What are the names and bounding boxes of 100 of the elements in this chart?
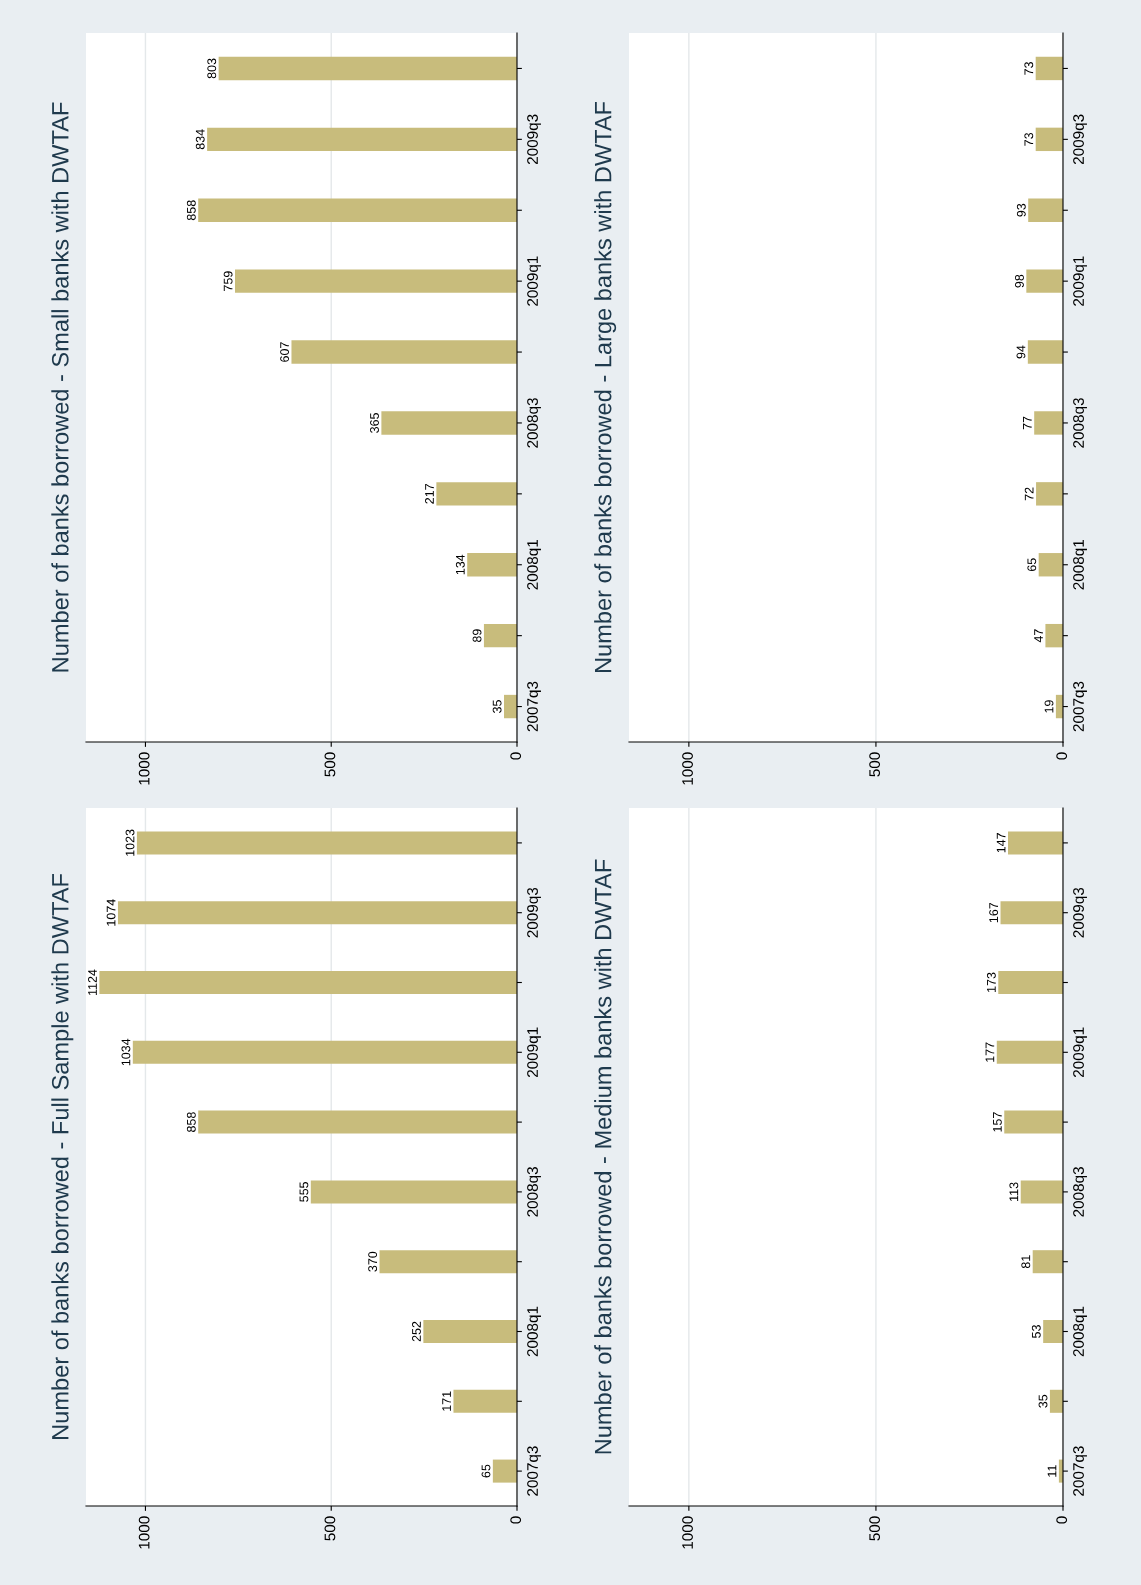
- data-label: 81: [1021, 1255, 1031, 1269]
- y-tick-label: 2008q1: [1073, 1306, 1087, 1357]
- bar: [1004, 1110, 1063, 1134]
- data-label: 803: [207, 58, 217, 79]
- bar: [198, 198, 517, 222]
- y-tick-label: 2009q3: [1073, 114, 1087, 165]
- data-label: 65: [1027, 558, 1037, 572]
- data-label: 11: [1047, 1465, 1057, 1477]
- bar: [998, 970, 1063, 995]
- bar: [453, 1389, 517, 1413]
- data-label: 147: [996, 833, 1006, 853]
- data-label: 157: [993, 1112, 1002, 1132]
- x-tick-label: 1000: [138, 1516, 150, 1549]
- data-label: 1074: [106, 899, 116, 926]
- bar: [381, 411, 517, 435]
- data-label: 19: [1044, 700, 1054, 713]
- data-label: 35: [492, 700, 502, 714]
- bar: [310, 1180, 517, 1204]
- data-label: 173: [986, 972, 996, 992]
- x-tick-label: 500: [869, 1516, 881, 1541]
- data-label: 167: [989, 902, 999, 923]
- x-tick-label: 500: [869, 752, 881, 777]
- y-tick-label: 2009q1: [527, 1027, 541, 1078]
- data-label: 47: [1034, 629, 1043, 643]
- data-label: 35: [1038, 1394, 1048, 1408]
- y-tick-label: 2009q3: [527, 114, 541, 165]
- y-tick-label: 2008q1: [1073, 540, 1087, 590]
- bar: [136, 831, 517, 855]
- y-tick-label: 2009q3: [527, 887, 541, 938]
- data-label: 177: [985, 1042, 995, 1062]
- data-label: 113: [1009, 1182, 1019, 1201]
- text: Number of banks borrowed - Full Sample with DWTAF: [51, 874, 74, 1439]
- data-label: 834: [195, 129, 205, 150]
- bar: [234, 269, 517, 293]
- x-tick-label: 0: [1056, 752, 1068, 760]
- y-tick-label: 2008q3: [527, 398, 541, 448]
- x-tick-label: 500: [324, 752, 336, 777]
- data-label: 98: [1015, 274, 1024, 288]
- data-label: 252: [412, 1321, 421, 1342]
- data-label: 89: [472, 629, 482, 643]
- bar: [198, 1110, 517, 1134]
- text: Number of banks borrowed - Small banks with DWTAF: [51, 102, 69, 672]
- data-label: 365: [370, 413, 379, 433]
- y-tick-label: 2009q1: [1073, 1027, 1087, 1078]
- bar: [467, 553, 517, 577]
- data-label: 73: [1024, 62, 1034, 75]
- y-tick-label: 2007q3: [527, 681, 541, 732]
- data-label: 171: [442, 1391, 451, 1411]
- bar: [483, 623, 517, 648]
- x-tick-label: 0: [510, 752, 522, 760]
- bar: [423, 1319, 517, 1344]
- bar: [492, 1459, 517, 1483]
- data-label: 1034: [121, 1038, 131, 1066]
- x-tick-label: 0: [510, 1516, 522, 1524]
- data-label: 217: [425, 484, 434, 504]
- data-label: 858: [186, 200, 196, 221]
- y-tick-label: 2008q1: [527, 1306, 541, 1357]
- y-tick-label: 2009q1: [527, 256, 541, 306]
- data-label: 73: [1024, 132, 1034, 146]
- data-label: 72: [1024, 487, 1034, 501]
- text: Number of banks borrowed - Large banks with DWTAF: [594, 101, 617, 673]
- bar: [1008, 831, 1063, 855]
- data-label: 93: [1016, 203, 1026, 217]
- data-label: 370: [368, 1251, 378, 1272]
- data-label: 53: [1031, 1325, 1041, 1338]
- y-tick-label: 2008q3: [1073, 398, 1087, 448]
- y-tick-label: 2007q3: [527, 1446, 541, 1496]
- data-label: 555: [299, 1182, 309, 1202]
- bar: [291, 340, 517, 364]
- data-label: 134: [455, 554, 465, 575]
- x-tick-label: 500: [324, 1516, 336, 1541]
- y-tick-label: 2009q1: [1073, 256, 1087, 306]
- data-label: 607: [280, 342, 289, 362]
- data-label: 65: [481, 1464, 491, 1478]
- data-label: 1124: [88, 969, 97, 995]
- y-tick-label: 2009q3: [1073, 887, 1087, 938]
- bar: [1020, 1180, 1063, 1204]
- y-tick-label: 2008q3: [527, 1167, 541, 1217]
- bar: [996, 1040, 1063, 1064]
- data-label: 1023: [125, 829, 135, 856]
- y-tick-label: 2007q3: [1073, 681, 1087, 732]
- bar: [99, 970, 517, 995]
- x-tick-label: 1000: [682, 752, 693, 785]
- data-label: 94: [1016, 345, 1026, 359]
- x-tick-label: 0: [1056, 1516, 1068, 1524]
- text: Number of banks borrowed - Medium banks with DWTAF: [594, 859, 612, 1454]
- bar: [117, 901, 517, 925]
- y-tick-label: 2008q3: [1073, 1167, 1087, 1217]
- bar: [379, 1250, 517, 1274]
- x-tick-label: 1000: [138, 752, 150, 785]
- y-tick-label: 2007q3: [1073, 1446, 1087, 1496]
- bar: [132, 1040, 517, 1064]
- bar: [1032, 1250, 1063, 1274]
- y-tick-label: 2008q1: [527, 540, 541, 590]
- bar: [207, 127, 517, 152]
- data-label: 858: [186, 1112, 196, 1132]
- bar: [436, 482, 517, 506]
- bar: [1043, 1319, 1063, 1344]
- x-tick-label: 1000: [682, 1516, 693, 1549]
- data-label: 77: [1023, 416, 1032, 430]
